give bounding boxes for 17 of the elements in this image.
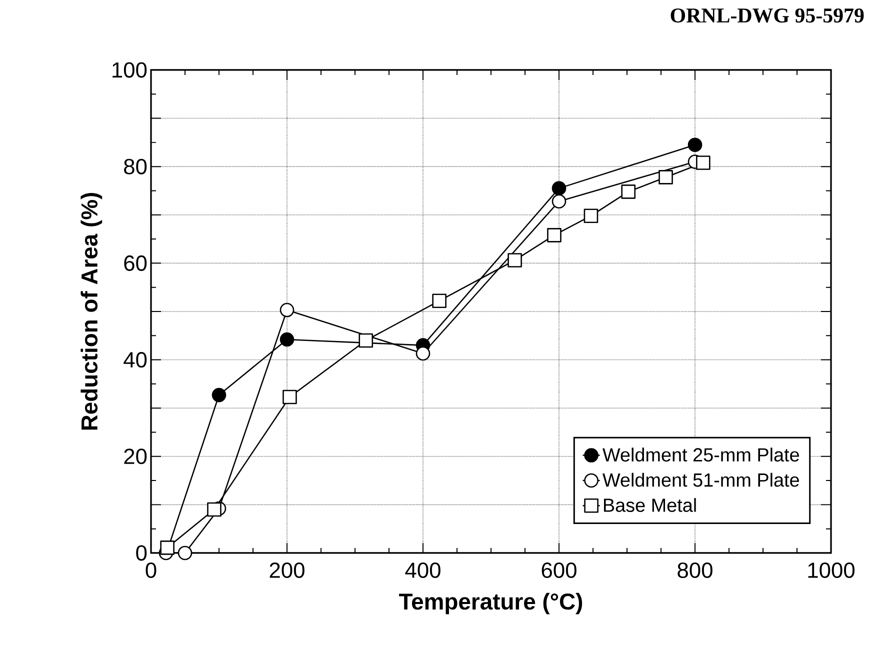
x-tick-label: 200 [270, 562, 304, 578]
legend-label: Base Metal [604, 498, 696, 512]
x-tick-label: 1000 [808, 562, 855, 578]
legend-label: Weldment 25-mm Plate [602, 448, 799, 462]
y-tick-label: 60 [124, 255, 147, 271]
y-tick-label: 80 [124, 158, 147, 174]
text: ORNL-DWG 95-5979 [670, 8, 864, 23]
x-tick-label: 400 [405, 562, 440, 578]
y-tick-label: 0 [136, 545, 147, 561]
y-tick-label: 100 [112, 62, 147, 78]
x-axis-title: Temperature (°C) [399, 592, 582, 614]
x-tick-label: 800 [678, 562, 712, 578]
x-tick-label: 600 [542, 562, 576, 578]
legend-label: Weldment 51-mm Plate [602, 472, 799, 487]
y-tick-label: 20 [124, 448, 147, 464]
y-tick-label: 40 [124, 352, 147, 368]
y-axis-title: Reduction of Area (%) [80, 192, 102, 430]
